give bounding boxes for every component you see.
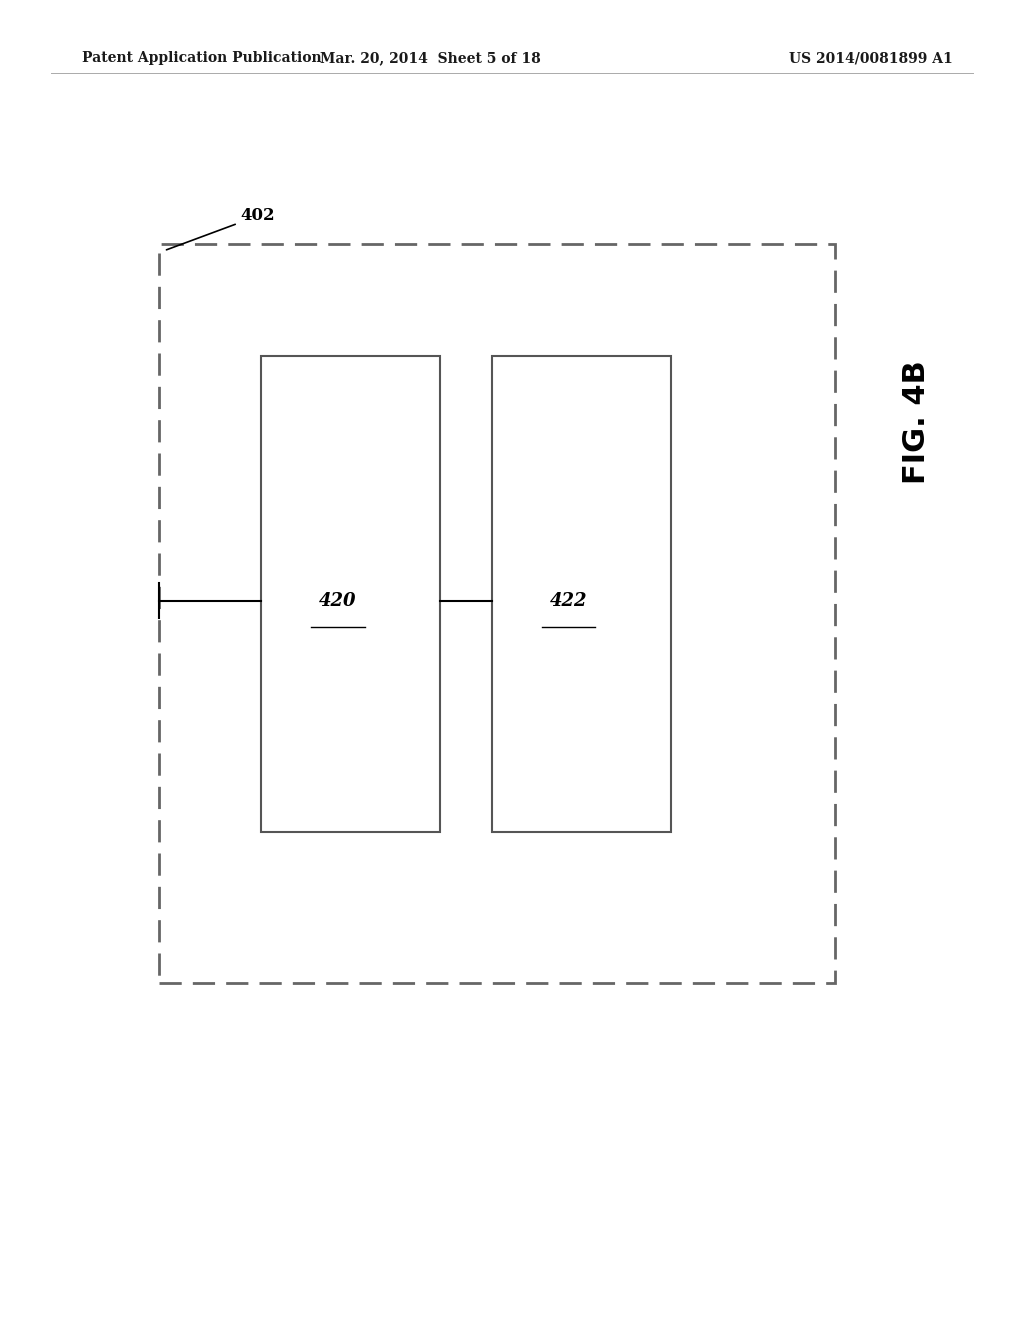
Text: US 2014/0081899 A1: US 2014/0081899 A1 — [788, 51, 952, 65]
Bar — [159, 244, 835, 983]
Bar — [492, 356, 671, 832]
Text: FIG. 4B: FIG. 4B — [902, 360, 931, 484]
Text: Mar. 20, 2014  Sheet 5 of 18: Mar. 20, 2014 Sheet 5 of 18 — [319, 51, 541, 65]
Text: Patent Application Publication: Patent Application Publication — [82, 51, 322, 65]
Text: 422: 422 — [550, 591, 587, 610]
Text: 420: 420 — [319, 591, 356, 610]
Text: 402: 402 — [167, 207, 275, 249]
Bar — [261, 356, 440, 832]
